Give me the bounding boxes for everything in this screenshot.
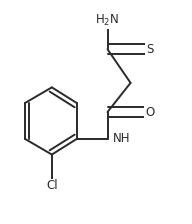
Text: NH: NH xyxy=(113,132,131,145)
Text: S: S xyxy=(146,43,153,56)
Text: H$_2$N: H$_2$N xyxy=(95,13,120,28)
Text: Cl: Cl xyxy=(46,179,58,192)
Text: O: O xyxy=(145,106,154,118)
